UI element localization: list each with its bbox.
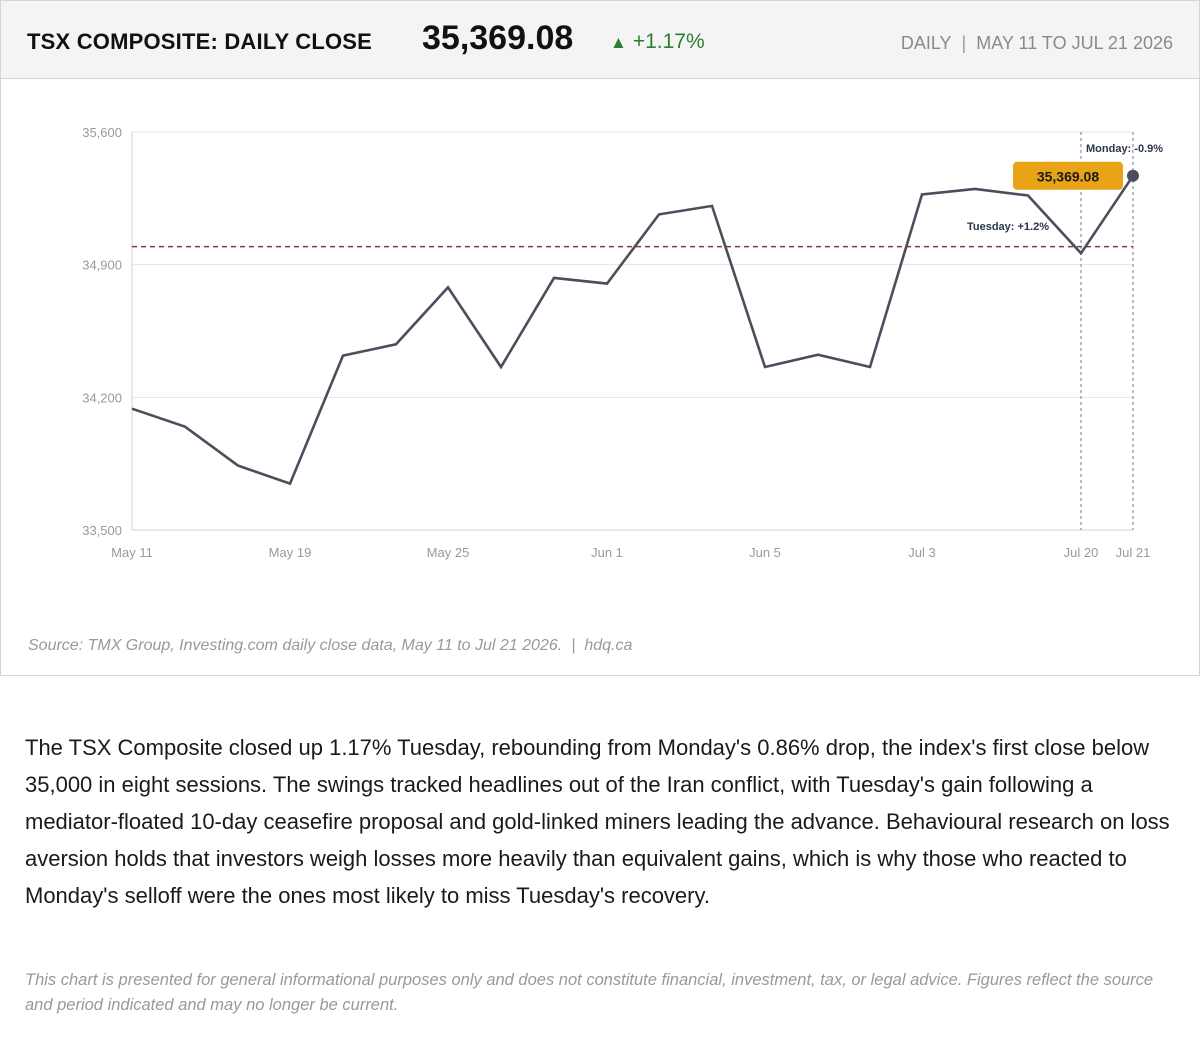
- change-percent: +1.17%: [632, 30, 705, 53]
- source-separator: |: [571, 637, 576, 654]
- x-tick-label: Jul 21: [1116, 545, 1151, 560]
- period-separator: |: [961, 33, 967, 53]
- chart-header: TSX COMPOSITE: DAILY CLOSE 35,369.08 ▲ +1…: [1, 1, 1199, 79]
- price-change: ▲ +1.17%: [610, 30, 705, 54]
- period-label: DAILY | MAY 11 TO JUL 21 2026: [901, 33, 1173, 54]
- source-text: Source: TMX Group, Investing.com daily c…: [28, 637, 563, 654]
- price-tag-label: 35,369.08: [1037, 168, 1099, 184]
- line-chart: 33,500 34,200 34,900 35,600 May 11 May 19 May …: [82, 125, 1163, 560]
- annotation-monday: Monday: -0.9%: [1086, 143, 1163, 155]
- y-tick-label: 33,500: [82, 523, 122, 538]
- x-tick-label: May 19: [269, 545, 312, 560]
- article-paragraph: The TSX Composite closed up 1.17% Tuesda…: [25, 735, 1170, 908]
- last-close-point: [1127, 169, 1139, 182]
- source-note: Source: TMX Group, Investing.com daily c…: [28, 637, 632, 655]
- price-tag: [1013, 161, 1123, 190]
- chart-card: TSX COMPOSITE: DAILY CLOSE 35,369.08 ▲ +1…: [0, 0, 1200, 676]
- x-tick-label: May 11: [111, 545, 153, 560]
- chart-title: TSX COMPOSITE: DAILY CLOSE: [27, 29, 373, 54]
- y-tick-label: 35,600: [82, 125, 122, 140]
- x-tick-label: May 25: [427, 545, 470, 560]
- current-price: 35,369.08: [422, 19, 574, 57]
- x-tick-label: Jul 20: [1064, 545, 1099, 560]
- series-line: [131, 175, 1135, 486]
- x-tick-label: Jul 3: [908, 545, 935, 560]
- annotation-tuesday: Tuesday: +1.2%: [967, 221, 1049, 233]
- frequency-label: DAILY: [900, 33, 952, 53]
- y-tick-label: 34,200: [82, 390, 122, 405]
- date-range-label: MAY 11 TO JUL 21 2026: [976, 33, 1173, 53]
- source-site: hdq.ca: [584, 637, 633, 654]
- y-tick-label: 34,900: [82, 258, 122, 273]
- disclaimer-text: This chart is presented for general info…: [25, 970, 1154, 1014]
- x-tick-label: Jun 5: [749, 545, 781, 560]
- x-tick-label: Jun 1: [591, 545, 623, 560]
- up-arrow-icon: ▲: [610, 33, 627, 52]
